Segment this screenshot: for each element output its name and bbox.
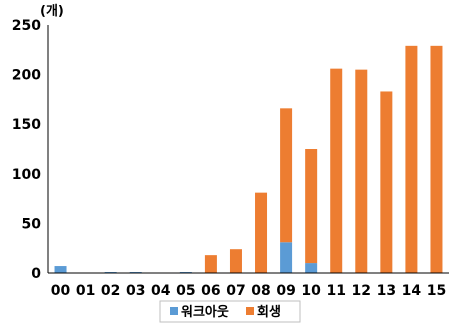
legend-label-workout: 워크아웃 bbox=[181, 304, 229, 320]
bar-rehabilitation-10 bbox=[305, 149, 318, 264]
legend-swatch-rehabilitation bbox=[246, 307, 254, 315]
legend-label-rehabilitation: 회생 bbox=[257, 304, 281, 320]
x-tick-label: 04 bbox=[151, 283, 171, 299]
x-tick-label: 00 bbox=[51, 283, 71, 299]
bar-rehabilitation-13 bbox=[380, 91, 393, 274]
y-tick-label: 50 bbox=[22, 216, 42, 232]
x-axis-ticks: 00 01 02 03 04 05 06 07 08 09 10 11 12 13 14 15 bbox=[51, 283, 446, 299]
bar-rehabilitation-12 bbox=[355, 69, 368, 273]
x-tick-label: 14 bbox=[402, 283, 422, 299]
bars bbox=[54, 45, 443, 274]
x-tick-label: 02 bbox=[101, 283, 120, 299]
x-tick-label: 08 bbox=[251, 283, 270, 299]
x-tick-label: 06 bbox=[201, 283, 220, 299]
x-tick-label: 15 bbox=[427, 283, 446, 299]
y-tick-label: 250 bbox=[12, 18, 41, 34]
x-tick-label: 05 bbox=[176, 283, 195, 299]
x-tick-label: 09 bbox=[276, 283, 295, 299]
y-tick-label: 200 bbox=[12, 68, 41, 84]
y-tick-label: 0 bbox=[31, 266, 41, 282]
bar-rehabilitation-11 bbox=[330, 68, 343, 273]
bar-rehabilitation-15 bbox=[430, 45, 443, 273]
x-tick-label: 01 bbox=[76, 283, 95, 299]
y-tick-label: 100 bbox=[12, 167, 41, 183]
x-tick-label: 11 bbox=[326, 283, 345, 299]
bar-workout-10 bbox=[305, 263, 318, 273]
y-tick-label: 150 bbox=[12, 117, 41, 133]
y-unit-label: (개) bbox=[40, 4, 64, 19]
x-tick-label: 10 bbox=[301, 283, 321, 299]
bar-rehabilitation-14 bbox=[405, 45, 418, 273]
legend-box bbox=[159, 300, 301, 323]
bar-rehabilitation-06 bbox=[204, 255, 217, 273]
bar-workout-00 bbox=[54, 266, 67, 273]
bar-rehabilitation-07 bbox=[229, 249, 242, 273]
x-tick-label: 07 bbox=[226, 283, 245, 299]
bar-workout-09 bbox=[280, 242, 293, 273]
y-axis-ticks: 0 50 100 150 200 250 bbox=[12, 18, 41, 282]
legend-swatch-workout bbox=[170, 307, 178, 315]
x-tick-label: 12 bbox=[352, 283, 371, 299]
x-tick-label: 03 bbox=[126, 283, 145, 299]
bar-rehabilitation-08 bbox=[255, 192, 268, 273]
x-tick-label: 13 bbox=[377, 283, 396, 299]
bar-rehabilitation-09 bbox=[280, 108, 293, 243]
